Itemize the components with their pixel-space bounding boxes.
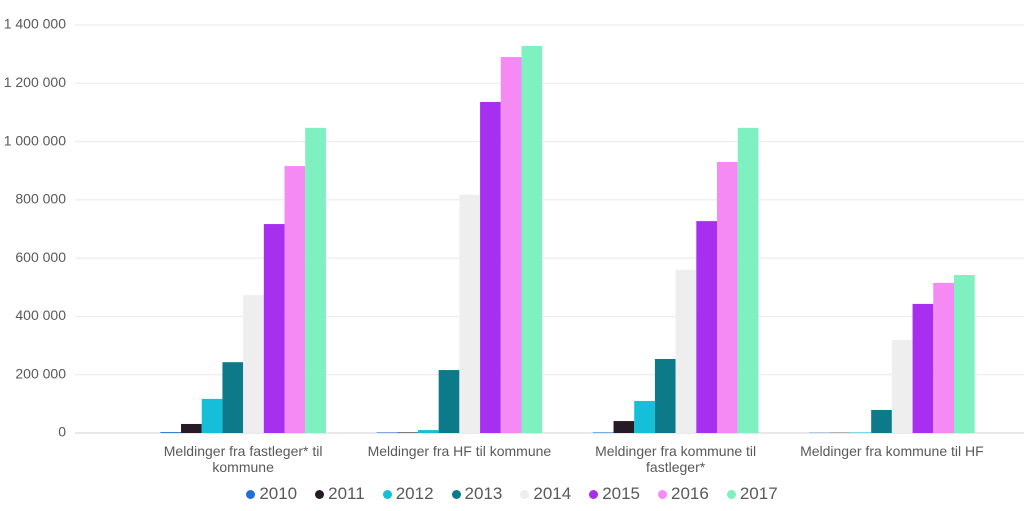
legend: 2010 2011 2012 2013 2014 2015 2016 2017 <box>0 484 1024 504</box>
legend-marker <box>520 489 530 499</box>
x-tick-label: Meldinger fra kommune til HF <box>800 443 984 459</box>
bar <box>891 340 913 433</box>
legend-label: 2011 <box>328 484 365 503</box>
bar <box>737 127 759 434</box>
legend-marker <box>382 489 392 499</box>
bar <box>438 370 460 433</box>
legend-label: 2013 <box>464 484 503 503</box>
bar <box>634 400 655 433</box>
legend-marker <box>726 489 736 499</box>
bar <box>263 224 285 433</box>
bar <box>592 432 614 433</box>
bar <box>675 269 697 433</box>
bar <box>654 358 676 433</box>
legend-item: 2017 <box>726 484 778 504</box>
legend-item: 2012 <box>382 484 434 504</box>
legend-marker <box>589 489 599 499</box>
bar <box>953 275 975 433</box>
legend-marker <box>246 489 256 499</box>
bar <box>500 57 522 434</box>
legend-item: 2011 <box>315 484 365 504</box>
bar <box>243 295 264 433</box>
bar <box>871 409 892 433</box>
legend-label: 2012 <box>395 484 434 503</box>
bar <box>459 194 481 433</box>
bar <box>397 432 418 433</box>
y-tick-label: 1 400 000 <box>4 16 66 32</box>
x-tick-label: Meldinger fra HF til kommune <box>367 443 552 459</box>
bar <box>850 432 872 433</box>
legend-marker <box>451 489 461 499</box>
legend-label: 2015 <box>602 484 641 503</box>
x-tick-label: Meldinger fra kommune til fastleger* <box>595 443 757 475</box>
y-tick-label: 200 000 <box>15 365 66 381</box>
legend-item: 2010 <box>246 484 297 504</box>
legend-marker <box>658 489 668 499</box>
legend-label: 2010 <box>259 484 298 503</box>
y-tick-label: 0 <box>58 424 66 440</box>
bar <box>613 421 635 433</box>
bar <box>417 430 439 433</box>
legend-item: 2016 <box>658 484 709 504</box>
y-tick-label: 1 200 000 <box>4 74 66 90</box>
x-tick-label: Meldinger fra fastleger* til kommune <box>163 443 323 475</box>
bar <box>201 398 223 433</box>
bar <box>222 362 244 433</box>
bar <box>160 432 182 433</box>
y-tick-label: 1 000 000 <box>4 132 66 148</box>
y-tick-label: 800 000 <box>15 191 66 207</box>
bar <box>305 127 326 434</box>
legend-item: 2013 <box>451 484 503 504</box>
bar <box>480 101 501 434</box>
bar <box>521 45 543 434</box>
bar <box>717 161 738 433</box>
legend-label: 2014 <box>533 484 572 503</box>
legend-label: 2017 <box>739 484 778 503</box>
legend-item: 2014 <box>520 484 571 504</box>
legend-marker <box>315 489 325 499</box>
legend-item: 2015 <box>589 484 640 504</box>
bar <box>181 423 202 433</box>
y-tick-label: 400 000 <box>15 307 66 323</box>
legend-label: 2016 <box>671 484 709 503</box>
y-tick-label: 600 000 <box>15 249 66 265</box>
bar <box>284 166 306 433</box>
bar <box>912 303 934 433</box>
bar <box>933 282 954 433</box>
bar <box>376 432 398 433</box>
bar <box>696 221 718 433</box>
